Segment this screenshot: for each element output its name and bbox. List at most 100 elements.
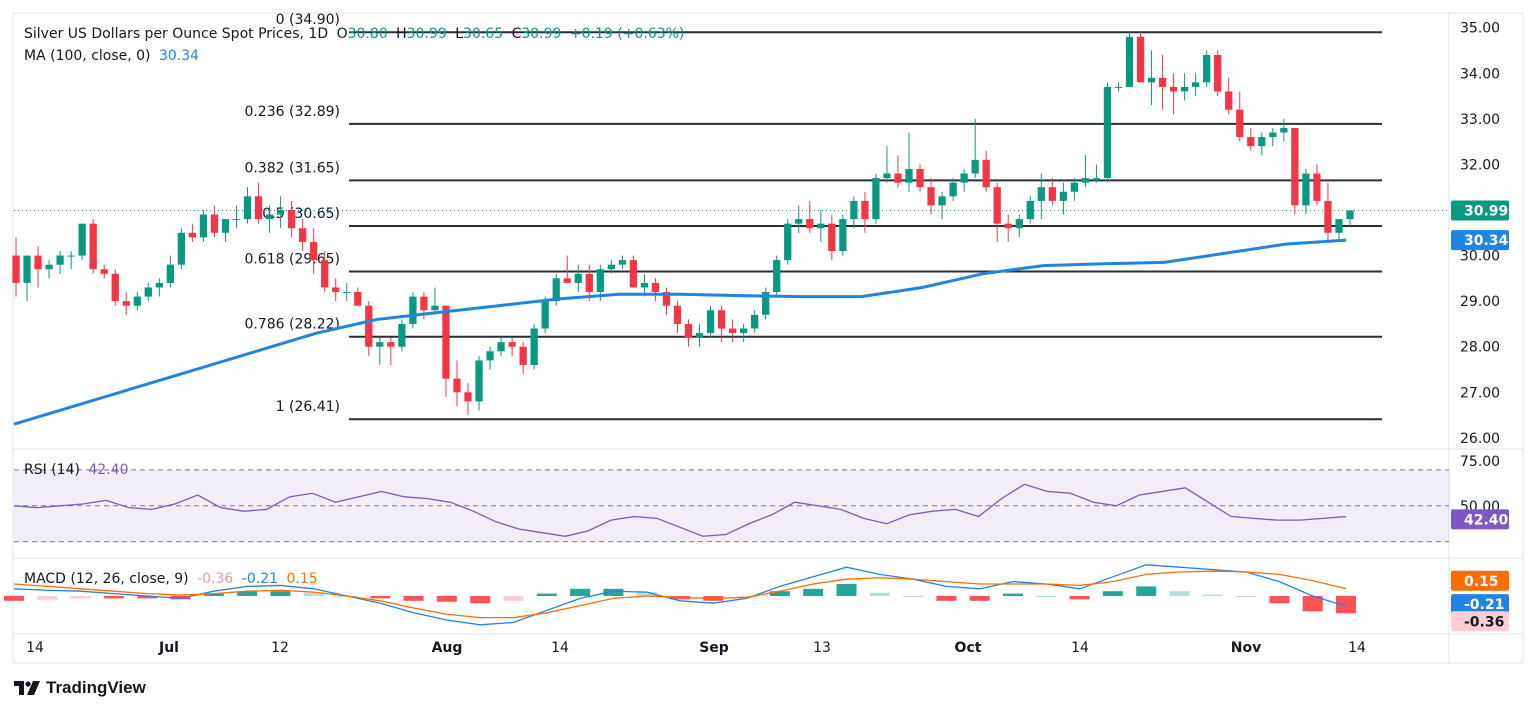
y-tick-label: 29.00: [1460, 294, 1500, 310]
candle-body: [453, 378, 461, 393]
signal-line: [13, 570, 1347, 619]
candle-body: [894, 173, 902, 183]
last-price-tag: 30.99: [1464, 203, 1508, 219]
candle-body: [762, 292, 770, 315]
candle-body: [938, 196, 946, 206]
candle-body: [1092, 178, 1101, 180]
candle-body: [817, 223, 825, 229]
candle-body: [739, 328, 748, 334]
candle-body: [122, 301, 130, 306]
candle-body: [1114, 86, 1123, 88]
ma-value: 30.34: [158, 48, 200, 64]
candle-body: [276, 209, 285, 215]
candle-body: [486, 351, 494, 361]
rsi-tick-label: 75.00: [1460, 454, 1500, 470]
chart-frame: [12, 12, 1524, 664]
y-tick-label: 32.00: [1460, 157, 1500, 173]
candle-body: [850, 200, 858, 220]
signal-value-tag-bg: [1451, 570, 1509, 591]
ma-price-tag: 30.34: [1464, 233, 1509, 249]
candle-body: [1302, 173, 1310, 206]
candle-body: [1247, 137, 1255, 147]
macd-hist-bar: [536, 593, 557, 596]
candle-body: [321, 260, 329, 288]
macd-hist-bar: [769, 591, 790, 596]
candle-body: [640, 282, 649, 288]
candle-body: [960, 173, 968, 183]
macd-hist-value: -0.36: [197, 571, 234, 587]
macd-hist-bar: [969, 596, 990, 601]
candle-body: [343, 292, 351, 294]
candle-body: [177, 232, 186, 265]
candle-body: [475, 360, 483, 402]
tradingview-logo[interactable]: TradingView: [14, 678, 146, 698]
hist-value-tag: -0.36: [1464, 614, 1504, 630]
candle-body: [133, 296, 141, 306]
candle-body: [287, 209, 296, 229]
ma-label[interactable]: MA (100, close, 0): [24, 48, 151, 64]
candle-body: [806, 219, 814, 229]
brand-name: TradingView: [46, 678, 146, 697]
ma-price-tag-bg: [1451, 230, 1509, 251]
candle-body: [431, 305, 439, 311]
candle-body: [1059, 191, 1067, 201]
candle-body: [199, 214, 208, 238]
rsi-value-tag: 42.40: [1464, 512, 1509, 528]
macd-hist-bar: [270, 591, 291, 596]
candle-body: [78, 223, 86, 256]
candle-body: [651, 282, 660, 293]
candle-body: [67, 255, 75, 257]
change-value: +0.19 (+0.63%): [569, 26, 685, 42]
macd-hist-bar: [1202, 594, 1223, 596]
macd-hist-bar: [1236, 596, 1257, 597]
candle-body: [1203, 55, 1211, 83]
rsi-label[interactable]: RSI (14): [24, 462, 80, 478]
ma-legend: MA (100, close, 0) 30.34: [24, 48, 203, 64]
macd-hist-bar: [570, 588, 591, 596]
x-tick-label: 12: [271, 640, 289, 656]
candle-body: [751, 314, 759, 329]
macd-hist-bar: [1003, 593, 1023, 596]
macd-hist-bar: [1269, 596, 1290, 604]
macd-hist-bar: [37, 596, 58, 600]
y-tick-label: 34.00: [1460, 66, 1500, 82]
y-tick-label: 28.00: [1460, 340, 1500, 356]
candle-body: [1147, 77, 1156, 83]
high-label: H: [396, 26, 407, 42]
candle-body: [563, 278, 571, 283]
macd-hist-bar: [370, 596, 391, 599]
candle-body: [773, 260, 781, 293]
candle-body: [365, 305, 373, 347]
macd-hist-bar: [836, 584, 857, 596]
fib-level-label: 0.236 (32.89): [244, 104, 340, 120]
candle-body: [684, 323, 693, 338]
candle-body: [607, 264, 615, 270]
candle-body: [332, 287, 340, 293]
candle-body: [387, 342, 395, 347]
candle-body: [695, 333, 704, 338]
symbol-title[interactable]: Silver US Dollars per Ounce Spot Prices,…: [24, 26, 329, 42]
x-tick-label: 14: [1071, 640, 1089, 656]
close-label: C: [511, 26, 522, 42]
ma-line: [13, 238, 1347, 426]
candle-body: [574, 273, 582, 283]
macd-hist-bar: [303, 592, 324, 596]
macd-hist-bar: [1336, 596, 1356, 614]
x-tick-label: Oct: [955, 640, 982, 656]
candle-body: [728, 328, 737, 334]
candle-body: [1346, 210, 1354, 220]
macd-label[interactable]: MACD (12, 26, close, 9): [24, 571, 189, 587]
candle-body: [89, 223, 97, 270]
candle-body: [166, 264, 174, 283]
candle-body: [1180, 86, 1189, 92]
hist-value-tag-bg: [1451, 611, 1509, 632]
fib-level-label: 1 (26.41): [276, 399, 340, 415]
candle-body: [111, 273, 119, 302]
candle-body: [629, 260, 638, 288]
candle-body: [409, 296, 417, 324]
candle-body: [1169, 86, 1178, 92]
macd-hist-bar: [137, 596, 158, 599]
candle-body: [717, 310, 726, 329]
candle-body: [155, 282, 163, 288]
candle-body: [1070, 182, 1079, 192]
